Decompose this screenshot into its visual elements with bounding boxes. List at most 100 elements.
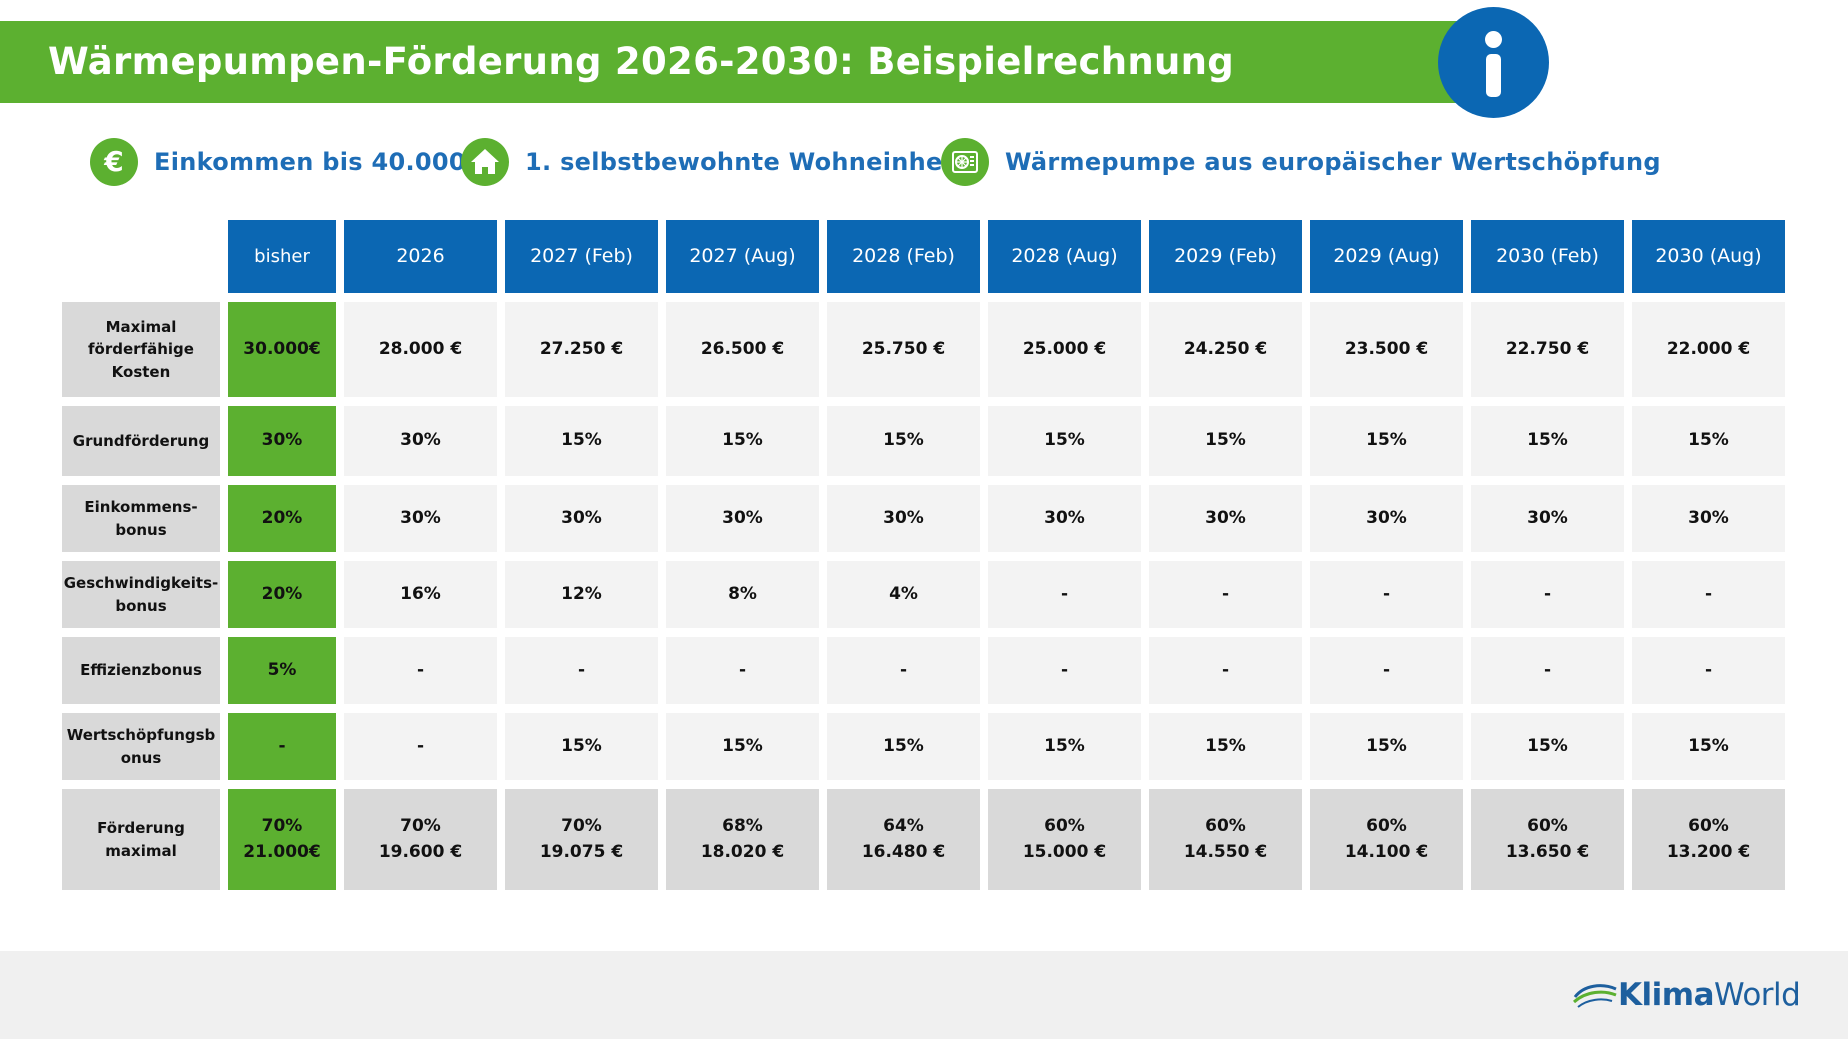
table-cell: - [988,637,1141,704]
table-cell: - [666,637,819,704]
table-cell: 24.250 € [1149,302,1302,397]
column-header: bisher [228,220,336,293]
table-cell: 16% [344,561,497,628]
table-cell: 30% [988,485,1141,552]
logo-text-world: World [1714,977,1801,1013]
table-cell: 30% [344,406,497,476]
criterion-label: 1. selbstbewohnte Wohneinheit [525,148,963,176]
row-label-line: Einkommens- [84,498,198,516]
table-cell: - [1471,561,1624,628]
table-cell: 15% [1149,406,1302,476]
table-cell: - [344,637,497,704]
table-cell: - [827,637,980,704]
table-cell: 12% [505,561,658,628]
total-cell: 60% 13.650 € [1471,789,1624,890]
column-header: 2028 (Aug) [988,220,1141,293]
table-cell: - [1310,561,1463,628]
table-cell: 15% [1149,713,1302,780]
table-cell: 15% [827,406,980,476]
criterion-label: Wärmepumpe aus europäischer Wertschöpfun… [1005,148,1661,176]
euro-icon: € [90,138,138,186]
table-cell: - [344,713,497,780]
table-cell: - [1632,637,1785,704]
table-cell: 30% [228,406,336,476]
table-cell: 25.000 € [988,302,1141,397]
total-amount: 16.480 € [861,841,946,862]
table-cell: 25.750 € [827,302,980,397]
total-percent: 60% [1527,816,1568,836]
row-label-line: Maximal [105,317,177,336]
row-label-line: maximal [105,841,177,860]
table-cell: 27.250 € [505,302,658,397]
total-cell: 68% 18.020 € [666,789,819,890]
table-cell: 4% [827,561,980,628]
column-header: 2029 (Aug) [1310,220,1463,293]
table-cell: 15% [1310,406,1463,476]
total-percent: 70% [400,816,441,836]
table-cell: - [1310,637,1463,704]
total-amount: 18.020 € [700,841,785,862]
column-header: 2027 (Feb) [505,220,658,293]
title-banner [0,21,1460,103]
table-cell: 26.500 € [666,302,819,397]
row-label: Geschwindigkeits-bonus [62,561,220,628]
total-percent: 70% [561,816,602,836]
total-amount: 15.000 € [1022,841,1107,862]
row-label: Wertschöpfungsb onus [62,713,220,780]
total-percent: 60% [1366,816,1407,836]
table-cell: 15% [666,713,819,780]
row-label-line: bonus [115,596,167,615]
heat-pump-icon [941,138,989,186]
total-row-label: Förderung maximal [62,789,220,890]
row-label: Einkommens-bonus [62,485,220,552]
table-cell: 30% [827,485,980,552]
total-amount: 21.000€ [243,841,321,862]
criterion-label: Einkommen bis 40.000€ [154,148,483,176]
funding-table: bisher 2026 2027 (Feb) 2027 (Aug) 2028 (Feb)… [62,220,1785,890]
footer [0,951,1848,1039]
row-label-line: Grundförderung [72,431,210,450]
total-amount: 19.075 € [539,841,624,862]
table-cell: 30% [344,485,497,552]
total-amount: 13.200 € [1666,841,1751,862]
total-cell: 70% 21.000€ [228,789,336,890]
page-title: Wärmepumpen-Förderung 2026-2030: Beispie… [48,40,1235,83]
table-cell: 15% [1471,406,1624,476]
table-cell: 20% [228,485,336,552]
criterion-european: Wärmepumpe aus europäischer Wertschöpfun… [941,138,1661,186]
globe-swoosh-icon [1572,984,1617,1008]
table-cell: 28.000 € [344,302,497,397]
table-cell: - [228,713,336,780]
column-header: 2029 (Feb) [1149,220,1302,293]
total-cell: 64% 16.480 € [827,789,980,890]
table-corner [62,220,220,293]
table-cell: 15% [1310,713,1463,780]
table-cell: 15% [827,713,980,780]
row-label-line: bonus [115,520,167,539]
table-cell: 30% [666,485,819,552]
table-cell: - [1149,561,1302,628]
table-cell: 15% [505,713,658,780]
column-header: 2026 [344,220,497,293]
info-icon[interactable] [1438,7,1549,118]
total-cell: 60% 14.550 € [1149,789,1302,890]
svg-text:€: € [103,145,123,178]
table-cell: 22.000 € [1632,302,1785,397]
klimaworld-logo: Klima World [1572,975,1801,1015]
table-cell: - [1632,561,1785,628]
total-amount: 13.650 € [1505,841,1590,862]
table-cell: 15% [666,406,819,476]
table-cell: 15% [988,406,1141,476]
row-label-line: Wertschöpfungsb [66,726,216,744]
table-cell: 22.750 € [1471,302,1624,397]
table-cell: 15% [1632,713,1785,780]
total-cell: 60% 13.200 € [1632,789,1785,890]
total-percent: 64% [883,816,924,836]
total-percent: 60% [1205,816,1246,836]
table-cell: 30.000€ [228,302,336,397]
table-cell: 5% [228,637,336,704]
criterion-residence: 1. selbstbewohnte Wohneinheit [461,138,963,186]
total-percent: 68% [722,816,763,836]
column-header: 2028 (Feb) [827,220,980,293]
row-label-line: Kosten [111,362,171,381]
